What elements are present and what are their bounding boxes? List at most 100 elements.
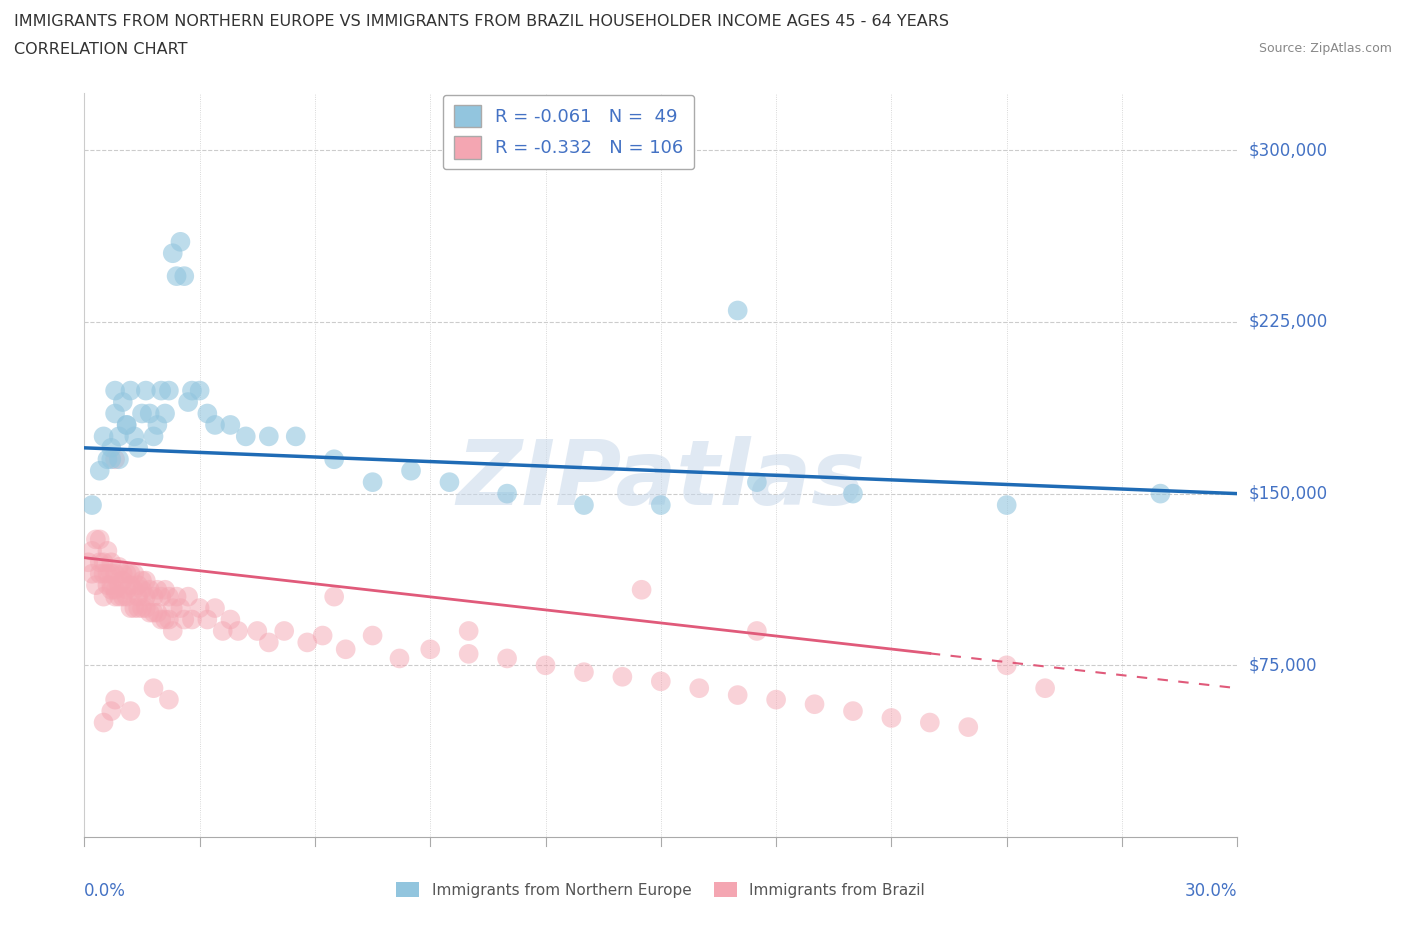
Point — [226, 623, 249, 638]
Point — [162, 246, 184, 260]
Point — [146, 418, 169, 432]
Point — [84, 532, 107, 547]
Point — [96, 543, 118, 558]
Point — [80, 498, 103, 512]
Point — [127, 578, 149, 592]
Point — [104, 590, 127, 604]
Point — [572, 665, 595, 680]
Text: 30.0%: 30.0% — [1185, 882, 1237, 899]
Point — [419, 642, 441, 657]
Point — [166, 269, 188, 284]
Point — [120, 704, 142, 719]
Point — [157, 590, 180, 604]
Point — [995, 498, 1018, 512]
Point — [162, 601, 184, 616]
Point — [150, 383, 173, 398]
Point — [104, 582, 127, 597]
Point — [146, 605, 169, 620]
Point — [93, 566, 115, 581]
Point — [177, 394, 200, 409]
Point — [361, 474, 384, 489]
Point — [153, 612, 176, 627]
Point — [93, 590, 115, 604]
Point — [957, 720, 980, 735]
Point — [297, 635, 319, 650]
Point — [111, 394, 134, 409]
Point — [177, 590, 200, 604]
Point — [124, 566, 146, 581]
Point — [111, 573, 134, 588]
Point — [162, 623, 184, 638]
Point — [150, 612, 173, 627]
Point — [111, 590, 134, 604]
Point — [630, 582, 652, 597]
Point — [89, 463, 111, 478]
Point — [918, 715, 941, 730]
Point — [115, 582, 138, 597]
Point — [727, 687, 749, 702]
Point — [572, 498, 595, 512]
Text: CORRELATION CHART: CORRELATION CHART — [14, 42, 187, 57]
Point — [688, 681, 710, 696]
Point — [211, 623, 233, 638]
Point — [181, 612, 204, 627]
Point — [204, 418, 226, 432]
Point — [1033, 681, 1056, 696]
Point — [108, 578, 131, 592]
Point — [496, 486, 519, 501]
Point — [96, 452, 118, 467]
Point — [246, 623, 269, 638]
Text: $150,000: $150,000 — [1249, 485, 1327, 502]
Point — [745, 474, 768, 489]
Point — [142, 590, 165, 604]
Point — [439, 474, 461, 489]
Point — [361, 628, 384, 643]
Point — [135, 601, 157, 616]
Point — [104, 452, 127, 467]
Point — [120, 601, 142, 616]
Legend: Immigrants from Northern Europe, Immigrants from Brazil: Immigrants from Northern Europe, Immigra… — [391, 875, 931, 904]
Point — [188, 601, 211, 616]
Point — [89, 532, 111, 547]
Point — [100, 441, 122, 456]
Point — [745, 623, 768, 638]
Point — [115, 566, 138, 581]
Point — [142, 605, 165, 620]
Point — [120, 578, 142, 592]
Point — [127, 601, 149, 616]
Point — [84, 578, 107, 592]
Point — [124, 582, 146, 597]
Point — [135, 383, 157, 398]
Point — [104, 692, 127, 707]
Point — [195, 406, 218, 421]
Point — [842, 704, 865, 719]
Point — [235, 429, 257, 444]
Point — [273, 623, 295, 638]
Text: $300,000: $300,000 — [1249, 141, 1327, 159]
Point — [93, 715, 115, 730]
Point — [173, 612, 195, 627]
Point — [650, 674, 672, 689]
Point — [995, 658, 1018, 672]
Point — [104, 383, 127, 398]
Point — [100, 555, 122, 570]
Point — [131, 582, 153, 597]
Point — [204, 601, 226, 616]
Point — [120, 383, 142, 398]
Point — [93, 555, 115, 570]
Point — [131, 601, 153, 616]
Point — [96, 566, 118, 581]
Point — [880, 711, 903, 725]
Point — [77, 555, 100, 570]
Point — [146, 582, 169, 597]
Point — [219, 612, 242, 627]
Point — [311, 628, 333, 643]
Point — [93, 429, 115, 444]
Point — [173, 269, 195, 284]
Point — [135, 590, 157, 604]
Point — [457, 646, 479, 661]
Point — [89, 555, 111, 570]
Point — [1149, 486, 1171, 501]
Point — [108, 452, 131, 467]
Point — [111, 566, 134, 581]
